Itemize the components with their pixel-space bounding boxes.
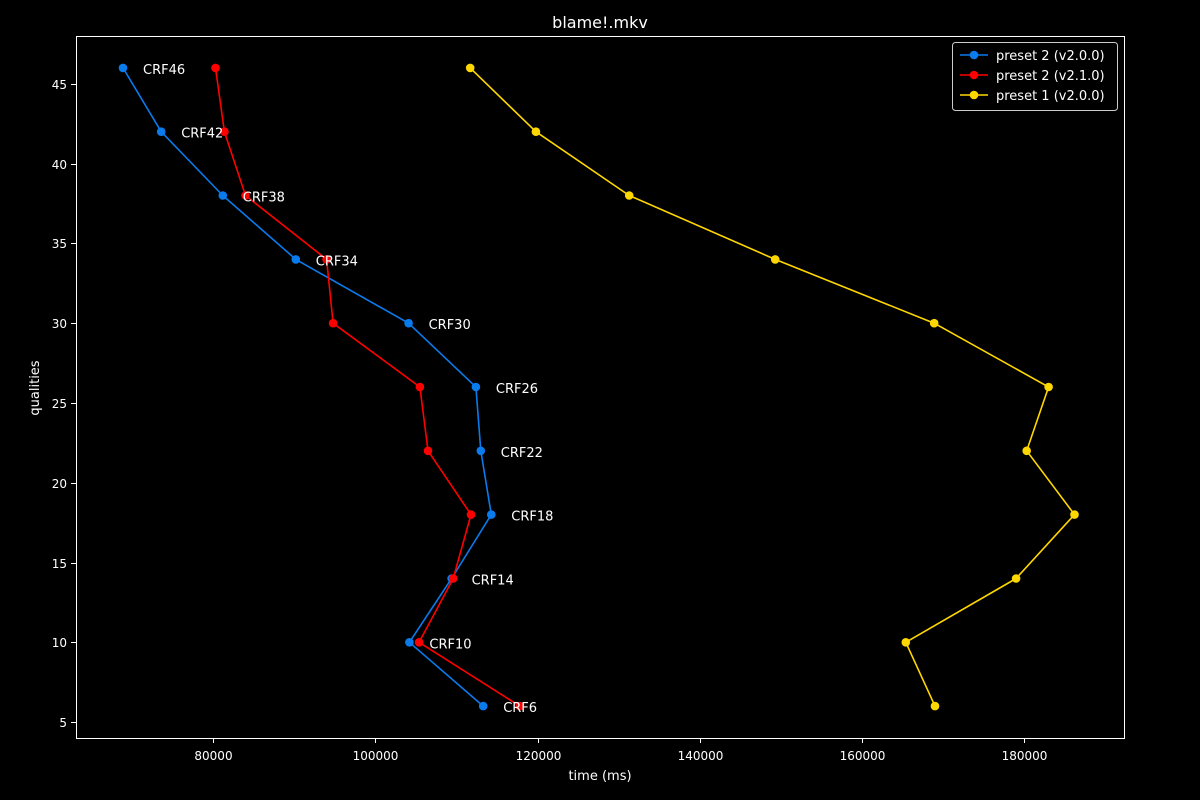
x-tick-label: 80000 [194,749,232,763]
series-1-point [478,701,488,711]
x-tick-label: 140000 [678,749,724,763]
crf-annotation: CRF46 [143,63,185,78]
series-2-point [423,446,433,456]
series-2-point [515,701,524,711]
x-axis: 80000 100000 120000 140000 160000 180000 [194,738,1047,763]
series-3-point [930,701,940,711]
series-2-point [241,191,250,200]
x-axis-label: time (ms) [568,769,631,784]
series-2-point [220,127,229,136]
series-2-point [414,638,424,647]
y-tick-label: 10 [52,636,67,650]
legend: preset 2 (v2.0.0) preset 2 (v2.1.0) preset… [952,42,1118,111]
crf-annotation: CRF38 [243,191,285,206]
x-tick-label: 120000 [516,749,562,763]
series-3-point [901,638,911,647]
series-3-point [465,63,475,73]
crf-annotation: CRF18 [511,510,553,525]
series-1-point [476,446,486,456]
crf-annotation: CRF30 [429,318,471,333]
y-tick-label: 25 [52,397,67,411]
annotation-layer: CRF46 CRF42 CRF38 CRF34 CRF30 CRF26 CRF22 CRF18… [143,63,553,716]
series-3-point [1044,382,1053,392]
series-3-point [1070,510,1079,519]
y-axis: 5 10 15 20 25 30 35 40 45 [52,78,76,730]
series-1-point [218,191,228,200]
crf-annotation: CRF42 [181,127,223,142]
crf-annotation: CRF14 [472,574,514,589]
y-tick-label: 40 [52,158,67,172]
series-3-point [770,255,780,264]
plot-area-frame [76,36,1125,739]
y-tick-label: 15 [52,557,67,571]
y-tick-label: 20 [52,477,67,491]
crf-annotation: CRF6 [503,701,537,716]
x-tick-label: 180000 [1002,749,1048,763]
series-2-point [448,574,458,583]
y-tick-label: 5 [59,716,67,730]
series-2-point [322,255,331,264]
series-layer [118,63,1079,711]
x-tick-label: 160000 [840,749,886,763]
y-tick-label: 35 [52,237,67,251]
series-1-point [291,255,301,264]
series-2-point [328,318,338,328]
series-1-point [118,63,128,73]
legend-swatch-marker [969,70,979,80]
legend-entry-label: preset 1 (v2.0.0) [996,89,1105,104]
series-1-point [156,127,166,136]
series-3-point [929,318,939,328]
legend-entry-label: preset 2 (v2.1.0) [996,69,1105,84]
series-3-point [624,191,634,200]
crf-annotation: CRF26 [496,382,538,397]
series-1-point [404,318,413,328]
series-3-point [531,127,541,136]
legend-entry-label: preset 2 (v2.0.0) [996,49,1105,64]
x-tick-label: 100000 [353,749,399,763]
series-1-point [471,382,481,392]
crf-annotation: CRF34 [316,254,358,269]
series-2-point [211,63,220,73]
legend-swatch-marker [969,90,979,100]
series-2-point [415,382,425,392]
crf-annotation: CRF22 [501,446,543,461]
series-2-point [466,510,476,519]
y-axis-label: qualities [28,360,43,415]
legend-swatch-marker [969,50,979,60]
series-1-point [487,510,496,519]
crf-annotation: CRF10 [429,637,471,652]
series-3-point [1011,574,1021,583]
series-3-point [1022,446,1031,456]
y-tick-label: 45 [52,78,67,92]
y-tick-label: 30 [52,317,67,331]
chart-title: blame!.mkv [552,13,648,32]
legend-box [952,42,1118,111]
series-1-point [405,638,414,647]
